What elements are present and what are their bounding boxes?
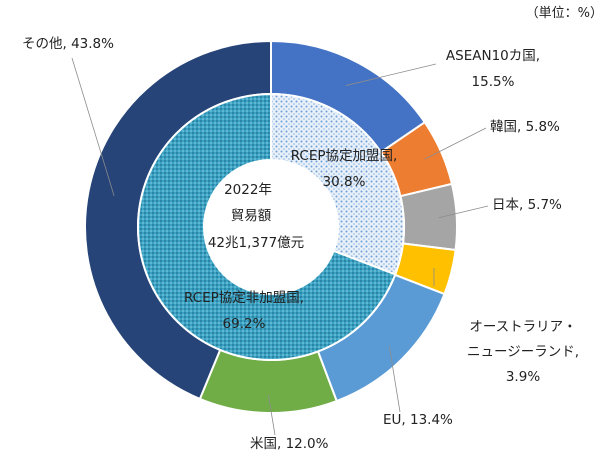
leader-lines [71, 57, 489, 436]
leader-line-slice-1 [424, 127, 487, 160]
leader-line-slice-6 [71, 57, 115, 196]
inner-slice-rcep [270, 92, 405, 276]
label-slice-5: 米国, 12.0% [250, 436, 329, 452]
slice-labels: ASEAN10カ国, 15.5% 韓国, 5.8% 日本, 5.7% オーストラリア・ニ… [22, 36, 579, 452]
inner-label-rcep-member-line1: RCEP協定加盟国, [291, 148, 398, 164]
center-year: 2022年 [224, 182, 272, 198]
center-label: 2022年 貿易額 42兆1,377億元 [208, 182, 304, 251]
label-slice-6: その他, 43.8% [22, 36, 114, 52]
leader-line-asean10 [345, 63, 437, 86]
label-asean10-line2: 15.5% [472, 74, 515, 90]
label-eu: EU, 13.4% [383, 412, 453, 428]
center-title: 貿易額 [231, 208, 272, 224]
label-slice-1: 韓国, 5.8% [490, 119, 560, 135]
inner-label-rcep-nonmember-line1: RCEP協定非加盟国, [184, 290, 304, 306]
inner-slice-rcep [137, 92, 397, 361]
label-slice-2: 日本, 5.7% [492, 197, 562, 213]
outer-slice-slice-2 [399, 182, 458, 252]
leader-line-slice-5 [267, 394, 276, 436]
label-slice-3-line3: 3.9% [506, 369, 540, 385]
label-asean10-line1: ASEAN10カ国, [446, 48, 540, 64]
outer-ring [84, 39, 458, 414]
center-total: 42兆1,377億元 [208, 235, 304, 251]
inner-label-rcep-nonmember-line2: 69.2% [223, 316, 266, 332]
leader-line-eu [388, 346, 401, 413]
label-slice-3-line2: ニュージーランド, [467, 344, 579, 360]
inner-ring [137, 92, 405, 361]
label-slice-3-line1: オーストラリア・ [469, 319, 576, 335]
leader-line-slice-2 [438, 205, 489, 219]
unit-label: （単位：%） [526, 5, 603, 21]
inner-label-rcep-member-line2: 30.8% [323, 174, 366, 190]
